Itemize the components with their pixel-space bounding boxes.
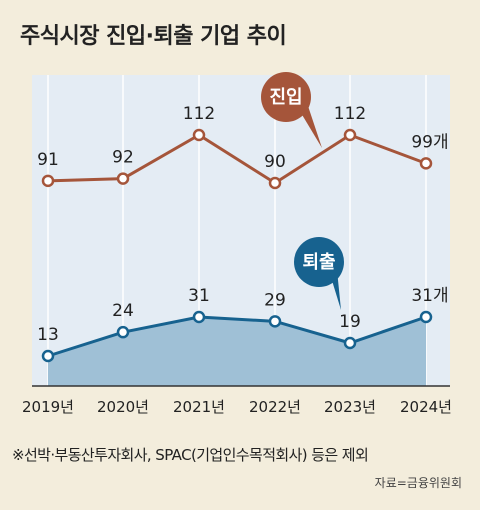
exit-point-2: [192, 310, 206, 324]
entry-data-label-2: 112: [183, 104, 215, 124]
entry-point-2: [192, 128, 206, 142]
chart-title: 주식시장 진입·퇴출 기업 추이: [20, 24, 287, 49]
footnote: ※선박·부동산투자회사, SPAC(기업인수목적회사) 등은 제외: [12, 446, 369, 464]
exit-point-4: [343, 336, 357, 350]
x-tick-label-4: 2023년: [324, 398, 376, 416]
exit-data-label-5: 31개: [411, 286, 448, 306]
entry-data-label-1: 92: [112, 148, 134, 168]
chart-svg: 91 92 112 90 112 99개 13 24 31 29 19 31개 2019년 2020년 2…: [22, 72, 452, 416]
source-credit: 자료=금융위원회: [374, 476, 462, 490]
exit-point-3: [268, 315, 282, 328]
entry-data-label-4: 112: [334, 104, 366, 124]
x-tick-label-2: 2021년: [173, 398, 225, 416]
entry-series-label: 진입: [269, 86, 302, 108]
exit-series-line: [47, 315, 427, 358]
entry-point-1: [116, 172, 130, 185]
entry-data-label-0: 91: [37, 150, 59, 170]
exit-data-label-4: 19: [339, 312, 361, 332]
entry-data-label-5: 99개: [411, 132, 448, 152]
exit-series-bubble: [294, 237, 344, 287]
exit-series-label: 퇴출: [302, 252, 335, 273]
entry-data-label-3: 90: [264, 152, 286, 172]
entry-series-bubble: [261, 72, 311, 122]
exit-data-label-0: 13: [37, 325, 59, 345]
exit-point-5: [419, 310, 433, 324]
entry-point-0: [41, 174, 55, 188]
entry-series-line: [47, 133, 427, 185]
exit-point-1: [116, 325, 130, 339]
x-tick-label-0: 2019년: [22, 398, 74, 416]
x-tick-label-1: 2020년: [97, 398, 149, 416]
exit-area: [48, 317, 426, 386]
x-tick-label-5: 2024년: [400, 398, 452, 416]
entry-point-5: [419, 157, 433, 170]
exit-data-label-2: 31: [188, 286, 210, 306]
entry-point-4: [343, 128, 357, 142]
entry-point-3: [268, 176, 282, 190]
exit-point-0: [41, 349, 55, 363]
exit-data-label-3: 29: [264, 290, 286, 310]
exit-data-label-1: 24: [112, 301, 134, 321]
x-tick-label-3: 2022년: [249, 398, 301, 416]
